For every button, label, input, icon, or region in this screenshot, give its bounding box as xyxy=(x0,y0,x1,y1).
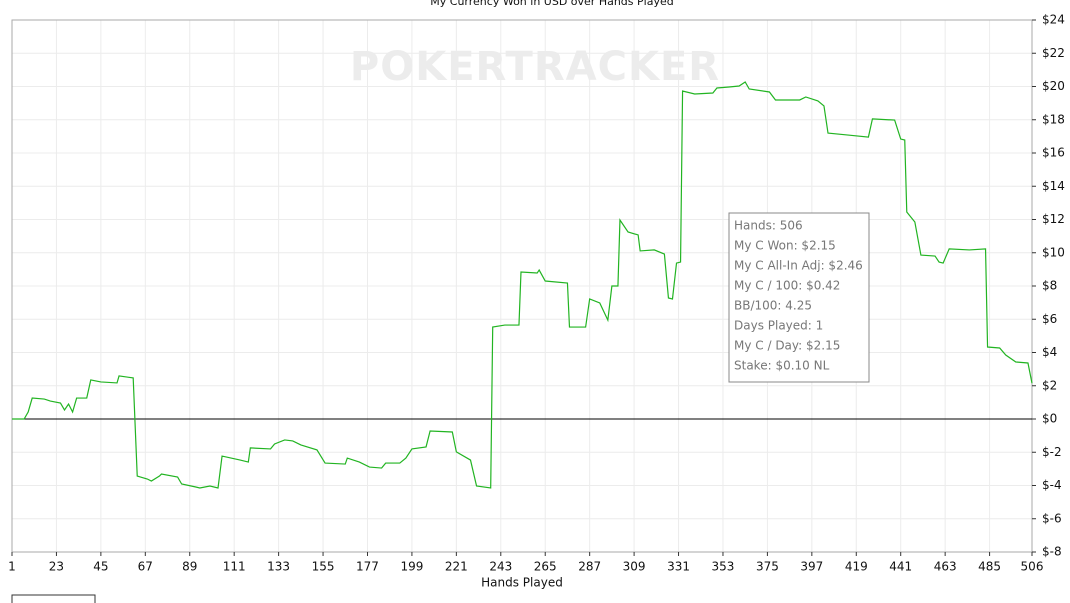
x-tick-label: 331 xyxy=(667,560,690,574)
y-tick-label: $24 xyxy=(1042,13,1065,27)
y-tick-label: $14 xyxy=(1042,179,1065,193)
y-tick-label: $-2 xyxy=(1042,445,1062,459)
tooltip-line: Stake: $0.10 NL xyxy=(734,359,830,373)
y-tick-label: $0 xyxy=(1042,412,1057,426)
y-tick-label: $-8 xyxy=(1042,545,1062,559)
x-tick-label: 111 xyxy=(223,560,246,574)
y-tick-label: $18 xyxy=(1042,112,1065,126)
y-tick-label: $12 xyxy=(1042,212,1065,226)
y-tick-label: $16 xyxy=(1042,146,1065,160)
x-tick-label: 375 xyxy=(756,560,779,574)
grid xyxy=(11,19,1033,553)
watermark: POKERTRACKER xyxy=(350,44,720,90)
x-tick-label: 221 xyxy=(445,560,468,574)
legend-box xyxy=(11,594,96,603)
x-tick-label: 1 xyxy=(8,560,16,574)
x-tick-label: 23 xyxy=(49,560,64,574)
y-tick-label: $-6 xyxy=(1042,511,1062,525)
x-tick-label: 89 xyxy=(182,560,197,574)
x-tick-label: 287 xyxy=(578,560,601,574)
tooltip: Hands: 506 My C Won: $2.15 My C All-In Adj… xyxy=(728,212,870,383)
x-tick-label: 397 xyxy=(800,560,823,574)
x-tick-label: 177 xyxy=(356,560,379,574)
data-line xyxy=(12,81,1033,489)
x-tick-label: 199 xyxy=(400,560,423,574)
y-tick-label: $2 xyxy=(1042,378,1057,392)
y-tick-label: $8 xyxy=(1042,279,1057,293)
x-tick-label: 265 xyxy=(534,560,557,574)
tooltip-line: My C Won: $2.15 xyxy=(734,239,836,253)
x-tick-label: 133 xyxy=(267,560,290,574)
y-tick-label: $6 xyxy=(1042,312,1057,326)
x-tick-label: 243 xyxy=(489,560,512,574)
tooltip-line: My C / 100: $0.42 xyxy=(734,279,840,293)
x-tick-label: 506 xyxy=(1021,560,1044,574)
tooltip-line: My C / Day: $2.15 xyxy=(734,339,840,353)
x-tick-label: 441 xyxy=(889,560,912,574)
x-tick-label: 485 xyxy=(978,560,1001,574)
y-tick-label: $-4 xyxy=(1042,478,1062,492)
y-tick-label: $10 xyxy=(1042,245,1065,259)
tooltip-line: My C All-In Adj: $2.46 xyxy=(734,259,863,273)
x-tick-label: 419 xyxy=(845,560,868,574)
x-axis-label: Hands Played xyxy=(481,576,563,590)
x-tick-label: 353 xyxy=(712,560,735,574)
x-tick-label: 155 xyxy=(312,560,335,574)
y-tick-label: $20 xyxy=(1042,79,1065,93)
x-tick-label: 45 xyxy=(93,560,108,574)
tooltip-line: Hands: 506 xyxy=(734,219,803,233)
x-tick-label: 309 xyxy=(623,560,646,574)
tooltip-line: Days Played: 1 xyxy=(734,319,823,333)
y-tick-label: $22 xyxy=(1042,46,1065,60)
x-tick-label: 67 xyxy=(138,560,153,574)
x-tick-label: 463 xyxy=(934,560,957,574)
tooltip-box xyxy=(728,212,870,383)
tooltip-line: BB/100: 4.25 xyxy=(734,299,812,313)
y-tick-label: $4 xyxy=(1042,345,1057,359)
chart-title: My Currency Won in USD over Hands Played xyxy=(430,0,673,8)
